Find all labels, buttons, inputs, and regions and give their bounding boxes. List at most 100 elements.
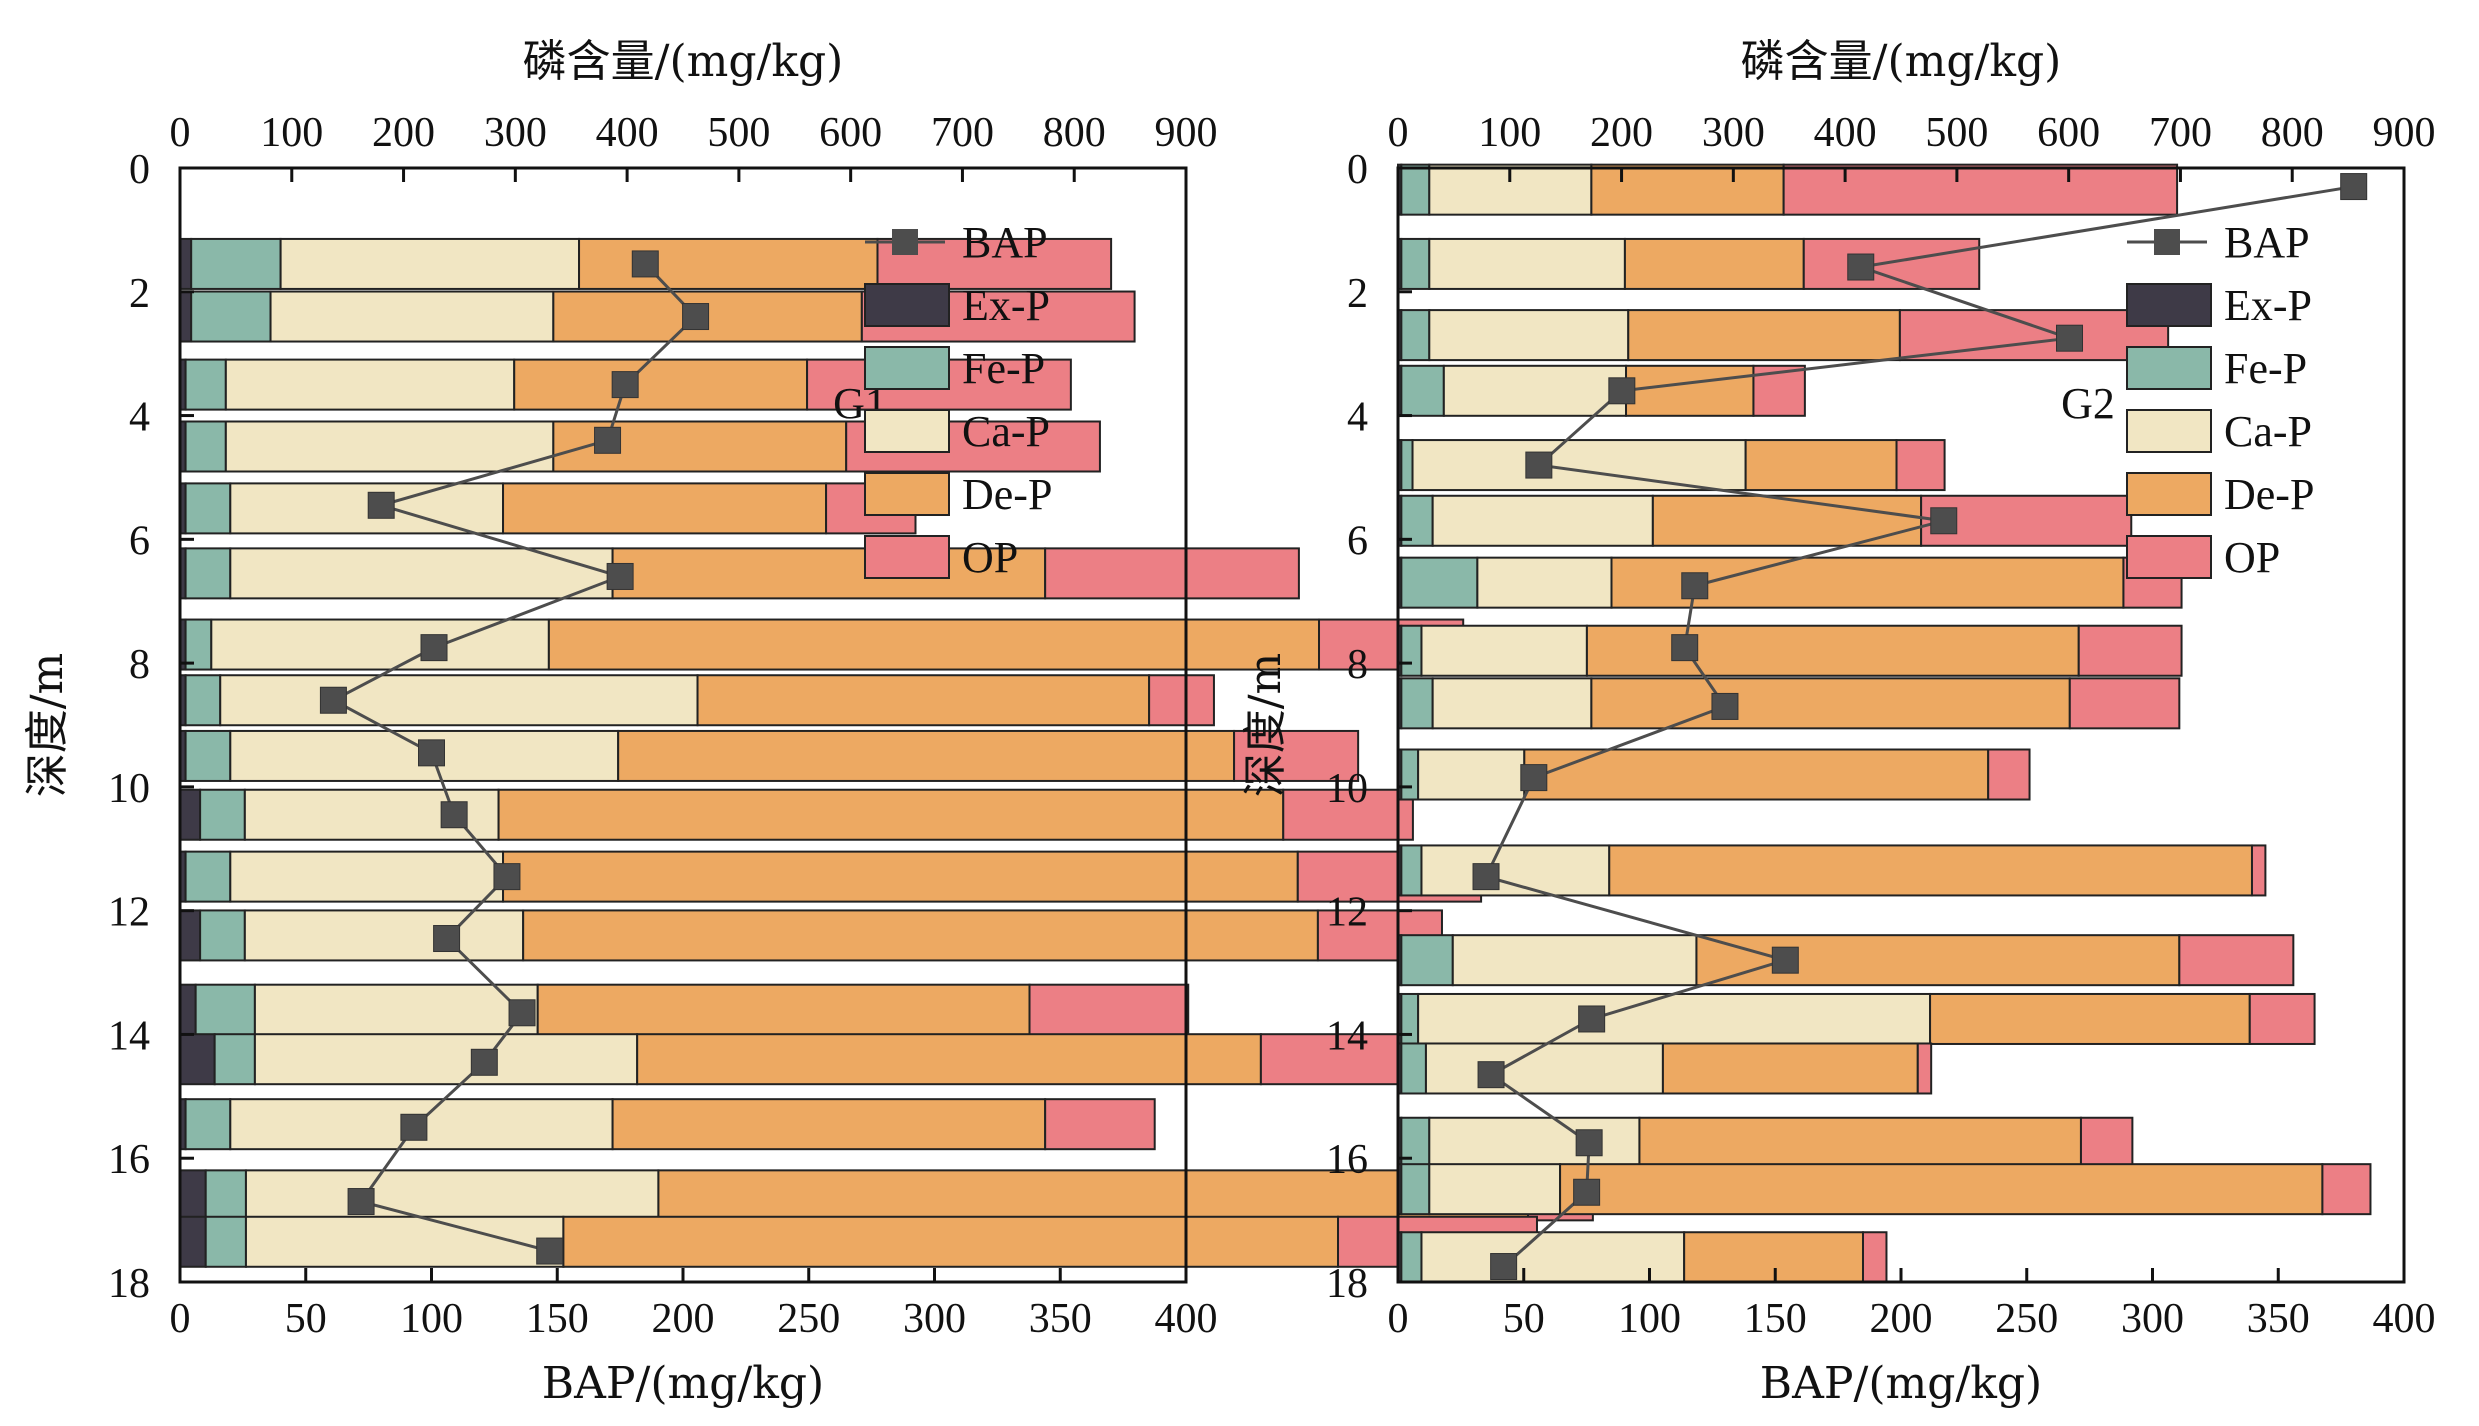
bar-segment-cap-9 <box>243 788 500 841</box>
legend-label-dep: De-P <box>2224 470 2314 519</box>
bar-segment-dep-0 <box>1590 163 1785 216</box>
bar-segment-op-13 <box>1916 1042 1933 1095</box>
bap-point-11 <box>433 925 461 953</box>
legend-swatch-dep <box>2126 472 2212 516</box>
bar-segment-fep-3 <box>1400 364 1445 417</box>
y-tick-label-7: 14 <box>108 1013 150 1059</box>
bar-segment-exp-16 <box>179 1215 207 1268</box>
bar-segment-op-13 <box>1259 1033 1401 1086</box>
bar-segment-dep-6 <box>547 618 1321 671</box>
bar-segment-dep-13 <box>636 1033 1262 1086</box>
y-tick-label-2: 4 <box>129 395 150 441</box>
y-tick-label-0: 0 <box>129 147 150 193</box>
bar-segment-dep-4 <box>502 482 828 535</box>
bap-point-12 <box>508 999 536 1027</box>
bar-segment-dep-8 <box>1590 677 2071 730</box>
bap-point-4 <box>1525 451 1553 479</box>
bottom-tick-label-4: 200 <box>652 1296 715 1342</box>
bar-segment-cap-15 <box>244 1169 660 1222</box>
bar-segment-cap-2 <box>224 358 516 411</box>
bap-point-9 <box>1520 764 1548 792</box>
bar-segment-exp-1 <box>179 290 193 343</box>
bar-segment-cap-15 <box>1428 1163 1562 1216</box>
bar-segment-op-0 <box>1782 163 2179 216</box>
bap-point-8 <box>418 739 445 767</box>
top-tick-label-6: 600 <box>2037 110 2100 156</box>
bottom-axis-title: BAP/(mg/kg) <box>1760 1358 2042 1409</box>
bar-segment-op-14 <box>2079 1116 2134 1169</box>
bar-segment-fep-2 <box>184 358 227 411</box>
bap-point-14 <box>400 1113 428 1141</box>
bar-segment-op-12 <box>2248 992 2316 1045</box>
top-tick-label-7: 700 <box>2149 110 2212 156</box>
bar-segment-op-9 <box>1282 788 1414 841</box>
bar-segment-dep-10 <box>502 850 1299 903</box>
top-axis-title: 磷含量/(mg/kg) <box>523 36 844 87</box>
bottom-tick-label-6: 300 <box>903 1296 966 1342</box>
top-tick-label-9: 900 <box>1155 110 1218 156</box>
bar-segment-op-4 <box>1895 439 1946 492</box>
bar-segment-dep-1 <box>1623 237 1805 290</box>
bar-segment-exp-12 <box>179 983 197 1036</box>
bar-segment-cap-11 <box>1451 934 1698 987</box>
bar-segment-op-5 <box>1044 547 1300 600</box>
bar-segment-fep-5 <box>184 547 232 600</box>
bar-segment-fep-16 <box>1400 1231 1423 1284</box>
bar-segment-dep-3 <box>1625 364 1755 417</box>
legend-swatch-exp <box>864 283 950 327</box>
bottom-tick-label-6: 300 <box>2121 1296 2184 1342</box>
bap-point-7 <box>319 686 347 714</box>
bar-segment-exp-11 <box>179 909 202 962</box>
bar-segment-cap-1 <box>1428 237 1626 290</box>
bar-segment-cap-16 <box>1420 1231 1686 1284</box>
bar-segment-cap-0 <box>279 237 581 290</box>
bottom-axis-title: BAP/(mg/kg) <box>542 1358 824 1409</box>
bar-segment-cap-8 <box>1431 677 1593 730</box>
bar-segment-fep-8 <box>184 729 232 782</box>
bar-segment-fep-10 <box>184 850 232 903</box>
bar-segment-fep-12 <box>194 983 256 1036</box>
top-tick-label-8: 800 <box>1043 110 1106 156</box>
bar-segment-dep-12 <box>1929 992 2251 1045</box>
top-tick-label-5: 500 <box>1925 110 1988 156</box>
bap-point-15 <box>1573 1178 1601 1206</box>
legend-label-op: OP <box>2224 533 2280 582</box>
bar-segment-cap-13 <box>253 1033 639 1086</box>
bar-segment-fep-6 <box>1400 556 1479 609</box>
bar-segment-dep-14 <box>1638 1116 2082 1169</box>
bap-point-2 <box>611 371 639 399</box>
bar-segment-cap-2 <box>1428 309 1630 362</box>
legend-label-cap: Ca-P <box>2224 407 2312 456</box>
bar-segment-op-12 <box>1028 983 1190 1036</box>
bar-segment-dep-14 <box>611 1098 1047 1151</box>
y-tick-label-3: 6 <box>129 518 150 564</box>
bar-segment-fep-15 <box>204 1169 247 1222</box>
bottom-tick-label-8: 400 <box>1155 1296 1218 1342</box>
top-tick-label-6: 600 <box>819 110 882 156</box>
bar-segment-fep-14 <box>184 1098 232 1151</box>
y-tick-label-1: 2 <box>1347 271 1368 317</box>
bar-segment-op-1 <box>1802 237 1981 290</box>
top-tick-label-0: 0 <box>1388 110 1409 156</box>
y-tick-label-1: 2 <box>129 271 150 317</box>
bottom-tick-label-0: 0 <box>170 1296 191 1342</box>
bar-segment-op-7 <box>1148 674 1215 727</box>
top-tick-label-0: 0 <box>170 110 191 156</box>
bar-segment-fep-10 <box>1400 844 1423 897</box>
legend-swatch-dep <box>864 472 950 516</box>
bar-segment-dep-2 <box>513 358 809 411</box>
bap-point-7 <box>1671 634 1699 662</box>
bottom-tick-label-7: 350 <box>1029 1296 1092 1342</box>
bar-segment-op-7 <box>2077 624 2183 677</box>
top-tick-label-1: 100 <box>1478 110 1541 156</box>
bap-point-10 <box>1472 863 1500 891</box>
bar-segment-fep-2 <box>1400 309 1431 362</box>
bar-segment-fep-11 <box>199 909 246 962</box>
bar-segment-cap-6 <box>1476 556 1613 609</box>
bar-segment-dep-16 <box>1683 1231 1864 1284</box>
bar-segment-cap-3 <box>224 420 555 473</box>
bar-segment-cap-3 <box>1442 364 1628 417</box>
y-tick-label-9: 18 <box>108 1261 150 1307</box>
